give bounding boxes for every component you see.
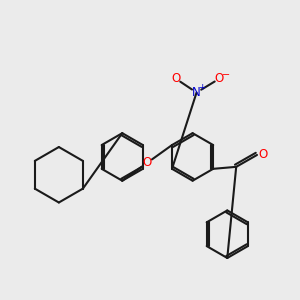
Text: O: O (142, 156, 152, 170)
Text: −: − (222, 70, 230, 80)
Text: O: O (215, 72, 224, 85)
Text: O: O (258, 148, 268, 161)
Text: +: + (198, 83, 205, 92)
Text: N: N (192, 86, 201, 99)
Text: O: O (171, 72, 180, 85)
